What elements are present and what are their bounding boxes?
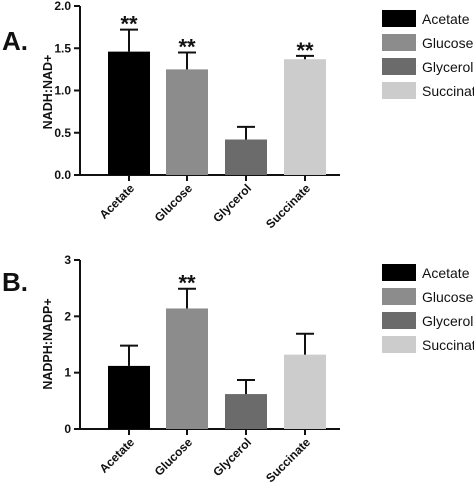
panel-a-bar-acetate xyxy=(108,51,150,175)
panel-a-category-label: Acetate xyxy=(97,181,138,222)
panel-b-bar-glycerol xyxy=(225,394,267,429)
panel-a-plot-area: 0.0 0.5 1.0 1.5 2.0 ** Acetate ** Glucose Glycero… xyxy=(54,0,340,231)
panel-a-legend-label: Glycerol xyxy=(422,59,473,75)
panel-a-legend-swatch xyxy=(382,82,416,99)
panel-a-legend-swatch xyxy=(382,10,416,27)
panel-a-bar-glycerol xyxy=(225,139,267,175)
panel-a-category-label: Succinate xyxy=(263,181,313,231)
panel-a-legend: Acetate Glucose Glycerol Succinate xyxy=(382,10,474,99)
panel-b-letter: B. xyxy=(2,267,28,297)
panel-a-significance-mark: ** xyxy=(296,38,314,63)
panel-b-bar-succinate xyxy=(284,354,326,429)
panel-a-y-axis-label: NADH:NAD+ xyxy=(41,55,55,130)
panel-a-category-label: Glycerol xyxy=(210,181,254,225)
panel-a-letter: A. xyxy=(2,26,28,56)
panel-a-legend-swatch xyxy=(382,58,416,75)
panel-b-category-label: Succinate xyxy=(263,435,313,485)
panel-b-y-tick-label: 3 xyxy=(64,253,71,267)
panel-b-legend-swatch xyxy=(382,288,416,305)
panel-a-legend-swatch xyxy=(382,34,416,51)
panel-b-y-axis-label: NADPH:NADP+ xyxy=(41,298,55,389)
panel-a-legend-label: Glucose xyxy=(422,35,474,51)
panel-a-legend-label: Acetate xyxy=(422,11,470,27)
panel-b-legend-label: Succinate xyxy=(422,337,474,353)
panel-b-category-label: Glycerol xyxy=(210,435,254,479)
panel-a-legend-label: Succinate xyxy=(422,83,474,99)
panel-b-legend-swatch xyxy=(382,336,416,353)
panel-b-chart: B. NADPH:NADP+ 0 1 2 3 Acetate ** Glucose Glyce… xyxy=(2,253,474,485)
panel-b-legend-swatch xyxy=(382,264,416,281)
panel-b-y-tick-label: 1 xyxy=(64,366,71,380)
panel-b-bar-glucose xyxy=(166,308,208,429)
panel-b-y-tick-label: 0 xyxy=(64,422,71,436)
panel-b-y-tick-label: 2 xyxy=(64,309,71,323)
panel-a-bar-succinate xyxy=(284,59,326,175)
panel-a-category-label: Glucose xyxy=(152,181,196,225)
panel-b-category-label: Glucose xyxy=(152,435,196,479)
panel-b-legend-label: Acetate xyxy=(422,265,470,281)
panel-b-legend-swatch xyxy=(382,312,416,329)
panel-a-y-tick-label: 1.5 xyxy=(54,41,71,55)
panel-a-significance-mark: ** xyxy=(120,12,138,37)
panel-b-bar-acetate xyxy=(108,365,150,429)
panel-a-y-tick-label: 1.0 xyxy=(54,84,71,98)
panel-a-chart: A. NADH:NAD+ 0.0 0.5 1.0 1.5 2.0 ** Acetate ** G… xyxy=(2,0,474,231)
panel-b-legend-label: Glucose xyxy=(422,289,474,305)
panel-a-significance-mark: ** xyxy=(178,34,196,59)
panel-b-plot-area: 0 1 2 3 Acetate ** Glucose Glycerol Succinate xyxy=(64,253,340,485)
panel-b-legend: Acetate Glucose Glycerol Succinate xyxy=(382,264,474,353)
panel-b-significance-mark: ** xyxy=(178,271,196,296)
panel-b-legend-label: Glycerol xyxy=(422,313,473,329)
panel-a-y-tick-label: 2.0 xyxy=(54,0,71,13)
panel-a-y-tick-label: 0.5 xyxy=(54,126,71,140)
panel-b-category-label: Acetate xyxy=(97,435,138,476)
panel-a-y-tick-label: 0.0 xyxy=(54,168,71,182)
panel-a-bar-glucose xyxy=(166,69,208,175)
